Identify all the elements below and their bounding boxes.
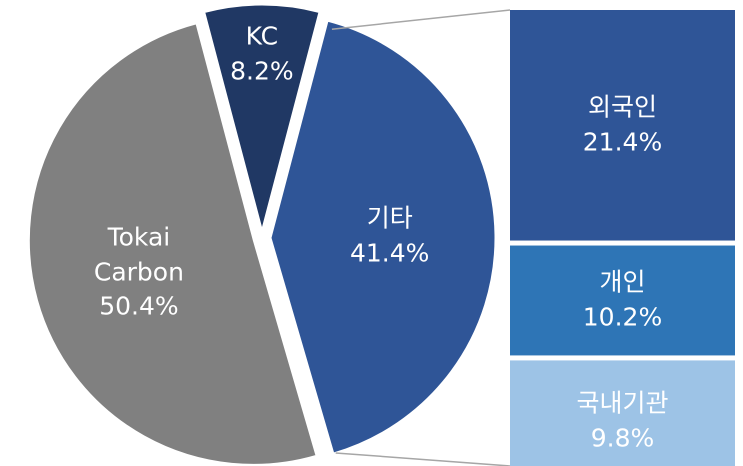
connector-line: [331, 9, 511, 30]
value-label: 41.4%: [349, 238, 430, 268]
bar-segment: [510, 245, 735, 356]
data-label: 개인 10.2%: [568, 266, 678, 335]
data-label: KC 8.2%: [207, 20, 317, 89]
connector-line: [335, 452, 511, 466]
pie-slice: [28, 23, 317, 465]
bar-segment: [510, 360, 735, 466]
bar-segment: [510, 10, 735, 241]
data-label: 국내기관 9.8%: [568, 387, 678, 456]
value-label: 50.4%: [99, 291, 179, 321]
data-label: 기타 41.4%: [335, 202, 445, 271]
category-label: 국내기관: [576, 388, 669, 418]
value-label: 9.8%: [590, 423, 655, 453]
category-label: 기타: [366, 203, 413, 233]
category-label: KC: [245, 21, 279, 51]
category-label: Tokai Carbon: [93, 222, 184, 286]
data-label: Tokai Carbon 50.4%: [84, 220, 194, 324]
category-label: 개인: [599, 267, 646, 297]
value-label: 8.2%: [230, 56, 294, 86]
pie-slice: [204, 4, 320, 231]
data-label: 외국인 21.4%: [568, 91, 678, 160]
category-label: 외국인: [587, 92, 657, 122]
value-label: 21.4%: [582, 127, 663, 157]
pie-slice: [270, 20, 496, 454]
value-label: 10.2%: [582, 302, 663, 332]
